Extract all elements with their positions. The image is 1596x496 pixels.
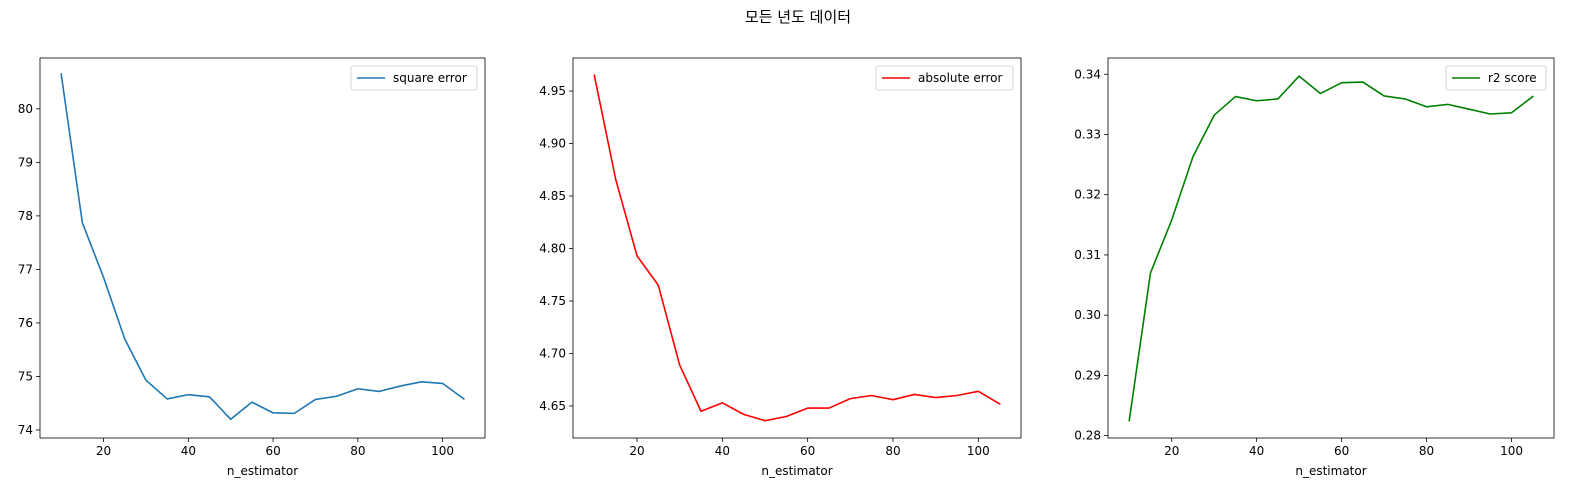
x-tick-label: 40 <box>715 444 730 458</box>
y-tick-label: 0.32 <box>1074 188 1101 202</box>
y-tick-label: 0.31 <box>1074 248 1101 262</box>
series-line-1 <box>593 74 1001 422</box>
y-tick-label: 0.30 <box>1074 308 1101 322</box>
x-tick-label: 60 <box>265 444 280 458</box>
x-tick-label: 40 <box>1249 444 1264 458</box>
legend-label: absolute error <box>918 71 1003 85</box>
axes-frame <box>1107 57 1555 439</box>
y-tick-label: 75 <box>18 369 33 383</box>
x-tick-label: 20 <box>96 444 111 458</box>
x-axis-label: n_estimator <box>761 464 832 478</box>
x-tick-label: 20 <box>629 444 644 458</box>
y-tick-label: 79 <box>18 155 33 169</box>
x-tick-label: 80 <box>1419 444 1434 458</box>
y-tick-label: 80 <box>18 102 33 116</box>
y-tick-label: 4.85 <box>539 189 566 203</box>
x-tick-label: 60 <box>800 444 815 458</box>
legend-label: r2 score <box>1488 71 1537 85</box>
x-tick-label: 40 <box>181 444 196 458</box>
x-tick-label: 20 <box>1164 444 1179 458</box>
x-tick-label: 80 <box>350 444 365 458</box>
x-tick-label: 80 <box>885 444 900 458</box>
y-tick-label: 4.80 <box>539 242 566 256</box>
series-line-1 <box>60 73 465 421</box>
legend-box <box>350 65 478 91</box>
x-axis-label: n_estimator <box>227 464 298 478</box>
legend-box <box>875 65 1014 91</box>
axes-frame <box>39 57 486 439</box>
subplot-3: 20 40 60 80 100 0.28 0.29 0.30 0.31 0.32 0.33 0.34 n… <box>1074 57 1555 478</box>
y-tick-label: 4.65 <box>539 399 566 413</box>
legend-box <box>1445 65 1547 91</box>
y-tick-label: 4.95 <box>539 84 566 98</box>
series-line-1 <box>1128 75 1534 422</box>
y-tick-label: 0.33 <box>1074 127 1101 141</box>
x-axis-label: n_estimator <box>1295 464 1366 478</box>
y-tick-label: 74 <box>18 423 33 437</box>
x-tick-label: 100 <box>967 444 990 458</box>
y-tick-label: 76 <box>18 316 33 330</box>
y-tick-label: 4.75 <box>539 294 566 308</box>
y-tick-label: 0.34 <box>1074 67 1101 81</box>
x-tick-label: 60 <box>1334 444 1349 458</box>
subplot-2: 20 40 60 80 100 4.65 4.70 4.75 4.80 4.85 4.90 4.95 n… <box>539 57 1022 478</box>
y-tick-label: 0.29 <box>1074 368 1101 382</box>
x-tick-label: 100 <box>1500 444 1523 458</box>
figure-title: 모든 년도 데이터 <box>744 8 852 26</box>
y-tick-label: 78 <box>18 209 33 223</box>
subplot-1: 20 40 60 80 100 74 75 76 77 78 79 80 n_estimator squa… <box>18 57 486 478</box>
y-tick-label: 4.70 <box>539 346 566 360</box>
y-tick-label: 77 <box>18 262 33 276</box>
y-tick-label: 4.90 <box>539 137 566 151</box>
x-tick-label: 100 <box>431 444 454 458</box>
axes-frame <box>572 57 1022 439</box>
legend-label: square error <box>393 71 467 85</box>
y-tick-label: 0.28 <box>1074 429 1101 443</box>
